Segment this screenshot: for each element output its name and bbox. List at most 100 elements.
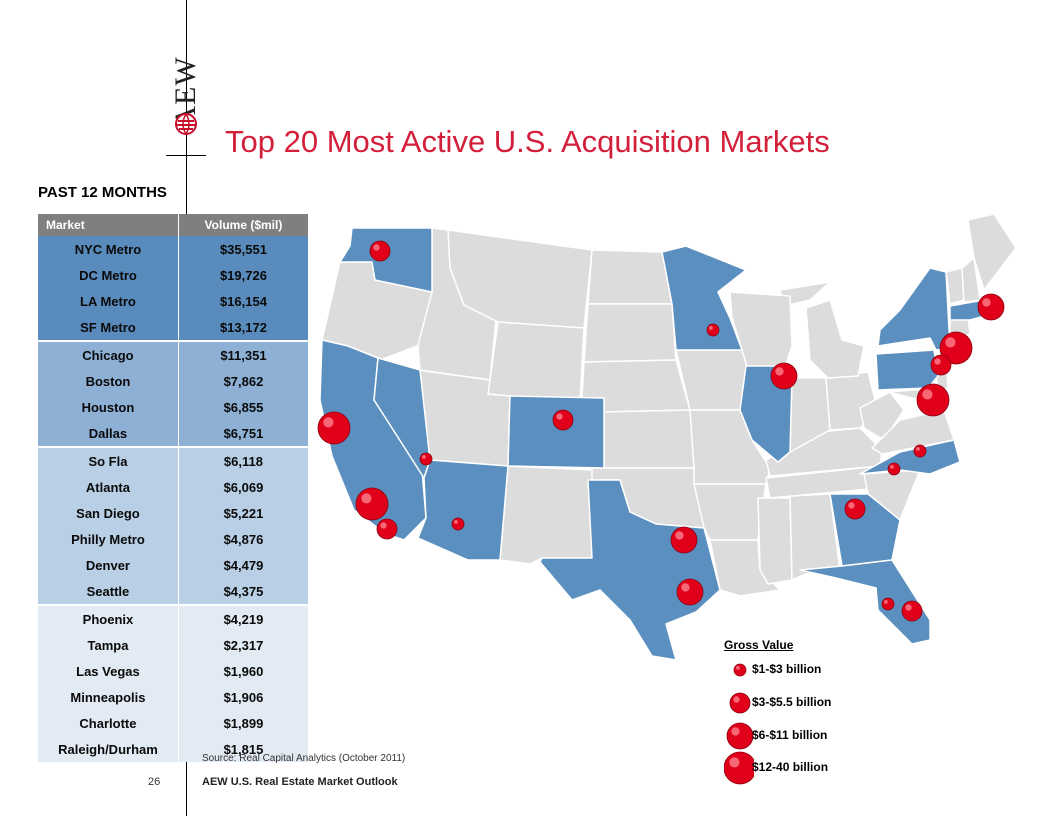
market-cell: SF Metro bbox=[38, 314, 179, 341]
bubble-sf-metro bbox=[317, 411, 351, 445]
column-header-market: Market bbox=[38, 214, 179, 236]
market-cell: Seattle bbox=[38, 578, 179, 605]
state-pennsylvania bbox=[875, 349, 939, 391]
state-california bbox=[319, 339, 427, 541]
volume-cell: $11,351 bbox=[178, 340, 308, 368]
state-minnesota bbox=[661, 245, 747, 351]
legend-title: Gross Value bbox=[724, 638, 794, 652]
bubble-charlotte bbox=[887, 462, 901, 476]
bubble-phoenix bbox=[451, 517, 465, 531]
state-mississippi bbox=[757, 497, 793, 585]
state-washington bbox=[339, 227, 433, 293]
state-colorado bbox=[507, 395, 605, 469]
bubble-atlanta bbox=[844, 498, 866, 520]
table-row: Charlotte $1,899 bbox=[38, 710, 308, 736]
volume-cell: $4,876 bbox=[178, 526, 308, 552]
table-row: San Diego $5,221 bbox=[38, 500, 308, 526]
legend-bubbles bbox=[724, 663, 754, 785]
state-texas bbox=[539, 479, 721, 661]
bubble-dc-metro bbox=[916, 383, 950, 417]
market-cell: Raleigh/Durham bbox=[38, 736, 179, 762]
volume-cell: $13,172 bbox=[178, 314, 308, 341]
market-cell: LA Metro bbox=[38, 288, 179, 314]
footer-title: AEW U.S. Real Estate Market Outlook bbox=[202, 776, 398, 788]
state-south-dakota bbox=[583, 303, 677, 363]
table-row: Las Vegas $1,960 bbox=[38, 658, 308, 684]
volume-cell: $4,479 bbox=[178, 552, 308, 578]
market-cell: Charlotte bbox=[38, 710, 179, 736]
state-arizona bbox=[417, 459, 509, 561]
market-cell: Phoenix bbox=[38, 604, 179, 632]
volume-cell: $6,069 bbox=[178, 474, 308, 500]
volume-cell: $1,815 bbox=[178, 736, 308, 762]
page-title: Top 20 Most Active U.S. Acquisition Mark… bbox=[225, 124, 830, 159]
bubble-denver bbox=[552, 409, 574, 431]
market-cell: Houston bbox=[38, 394, 179, 420]
bubble-san-diego bbox=[376, 518, 398, 540]
volume-cell: $1,960 bbox=[178, 658, 308, 684]
bubble-philly-metro bbox=[930, 354, 952, 376]
state-kansas bbox=[603, 409, 695, 469]
table-heading: PAST 12 MONTHS bbox=[38, 184, 167, 201]
table-row: Houston $6,855 bbox=[38, 394, 308, 420]
bubble-so-fla bbox=[901, 600, 923, 622]
volume-cell: $16,154 bbox=[178, 288, 308, 314]
state-wyoming bbox=[487, 321, 585, 403]
bubble-nyc-metro bbox=[939, 331, 973, 365]
table-row: Atlanta $6,069 bbox=[38, 474, 308, 500]
market-cell: Boston bbox=[38, 368, 179, 394]
table-row: Dallas $6,751 bbox=[38, 420, 308, 447]
legend-bubble-0 bbox=[733, 663, 747, 677]
title-tick-line bbox=[166, 155, 206, 156]
table-row: Phoenix $4,219 bbox=[38, 604, 308, 632]
market-cell: Minneapolis bbox=[38, 684, 179, 710]
table-row: Boston $7,862 bbox=[38, 368, 308, 394]
bubble-seattle bbox=[369, 240, 391, 262]
volume-cell: $4,375 bbox=[178, 578, 308, 605]
table-row: Minneapolis $1,906 bbox=[38, 684, 308, 710]
state-maine bbox=[967, 213, 1017, 291]
bubble-las-vegas bbox=[419, 452, 433, 466]
page-number: 26 bbox=[148, 776, 161, 788]
map-legend: Gross Value $1-$3 billion $3-$5.5 billio… bbox=[724, 638, 884, 788]
legend-bubble-2 bbox=[726, 722, 754, 750]
bubble-dallas bbox=[670, 526, 698, 554]
legend-label-6-11: $6-$11 billion bbox=[752, 728, 828, 742]
market-cell: Philly Metro bbox=[38, 526, 179, 552]
state-vermont bbox=[945, 267, 965, 305]
table-row: SF Metro $13,172 bbox=[38, 314, 308, 341]
market-cell: Dallas bbox=[38, 420, 179, 447]
table-row: Tampa $2,317 bbox=[38, 632, 308, 658]
bubble-chicago bbox=[770, 362, 798, 390]
table-row: Chicago $11,351 bbox=[38, 340, 308, 368]
table-row: Philly Metro $4,876 bbox=[38, 526, 308, 552]
legend-label-12-40: $12-40 billion bbox=[752, 760, 829, 774]
volume-cell: $6,751 bbox=[178, 420, 308, 447]
bubble-houston bbox=[676, 578, 704, 606]
state-virginia bbox=[871, 409, 955, 455]
volume-cell: $35,551 bbox=[178, 236, 308, 262]
market-cell: NYC Metro bbox=[38, 236, 179, 262]
column-header-volume: Volume ($mil) bbox=[178, 214, 308, 236]
table-row: Seattle $4,375 bbox=[38, 578, 308, 605]
market-cell: DC Metro bbox=[38, 262, 179, 288]
market-cell: Atlanta bbox=[38, 474, 179, 500]
market-cell: Las Vegas bbox=[38, 658, 179, 684]
legend-label-1-3: $1-$3 billion bbox=[752, 662, 822, 676]
legend-bubble-1 bbox=[729, 692, 751, 714]
market-cell: Tampa bbox=[38, 632, 179, 658]
legend-label-3-5: $3-$5.5 billion bbox=[752, 695, 832, 709]
table-row: Denver $4,479 bbox=[38, 552, 308, 578]
table-row: DC Metro $19,726 bbox=[38, 262, 308, 288]
volume-cell: $4,219 bbox=[178, 604, 308, 632]
bubble-tampa bbox=[881, 597, 895, 611]
volume-cell: $6,855 bbox=[178, 394, 308, 420]
volume-cell: $7,862 bbox=[178, 368, 308, 394]
volume-cell: $1,906 bbox=[178, 684, 308, 710]
state-north-dakota bbox=[587, 249, 673, 305]
logo-globe-icon bbox=[175, 113, 197, 135]
state-new-mexico bbox=[499, 465, 593, 565]
state-michigan bbox=[779, 281, 865, 379]
market-cell: Chicago bbox=[38, 340, 179, 368]
